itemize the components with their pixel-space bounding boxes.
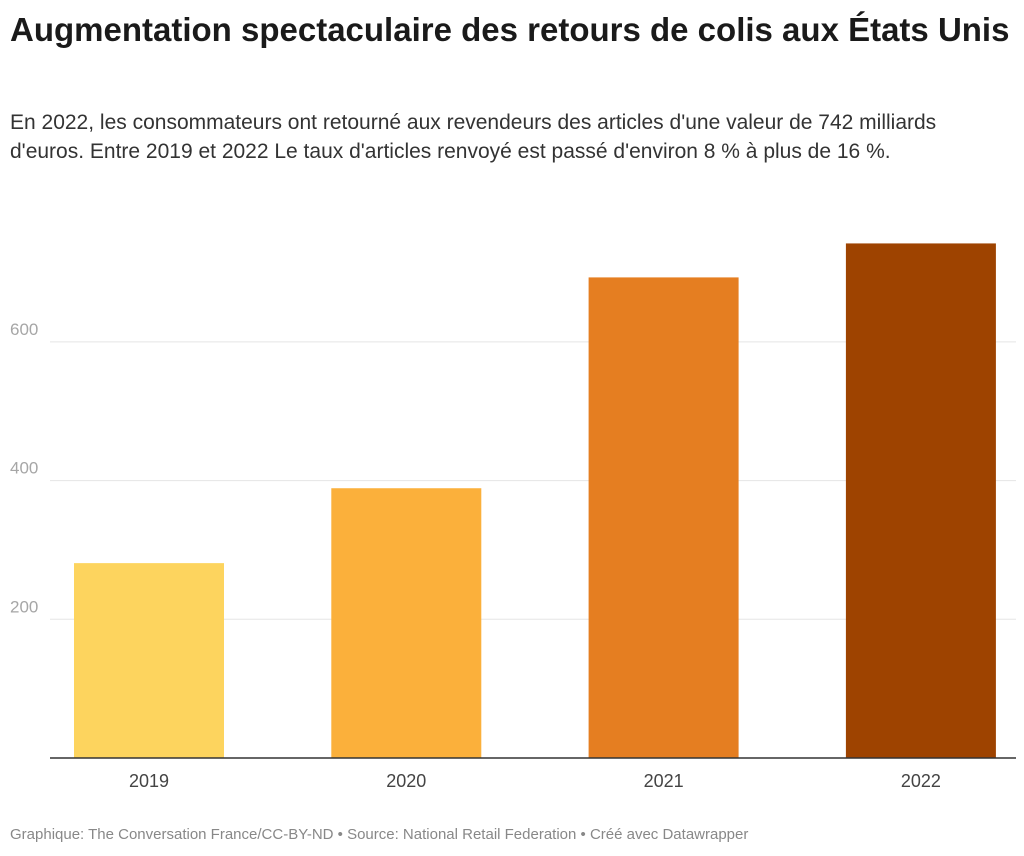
chart-title: Augmentation spectaculaire des retours d… <box>10 11 1010 48</box>
bar-2020 <box>331 488 482 758</box>
x-tick-label-2021: 2021 <box>644 771 684 791</box>
y-axis-ticks: 200 400 600 <box>10 320 38 616</box>
y-tick-label-200: 200 <box>10 597 38 616</box>
bar-2022 <box>845 243 996 759</box>
bar-2019 <box>74 563 224 758</box>
x-axis-labels: 2019 2020 2021 2022 <box>129 771 941 791</box>
y-tick-label-600: 600 <box>10 320 38 339</box>
bar-2021 <box>588 277 739 758</box>
x-tick-label-2022: 2022 <box>901 771 941 791</box>
chart-subtitle: En 2022, les consommateurs ont retourné … <box>10 111 937 163</box>
x-tick-label-2019: 2019 <box>129 771 169 791</box>
footer-credit: Graphique: The Conversation France/CC-BY… <box>10 826 749 843</box>
bar-chart: 200 400 600 2019 2020 2021 2022 <box>10 243 1016 791</box>
bars <box>74 243 996 759</box>
x-tick-label-2020: 2020 <box>386 771 426 791</box>
y-tick-label-400: 400 <box>10 459 38 478</box>
